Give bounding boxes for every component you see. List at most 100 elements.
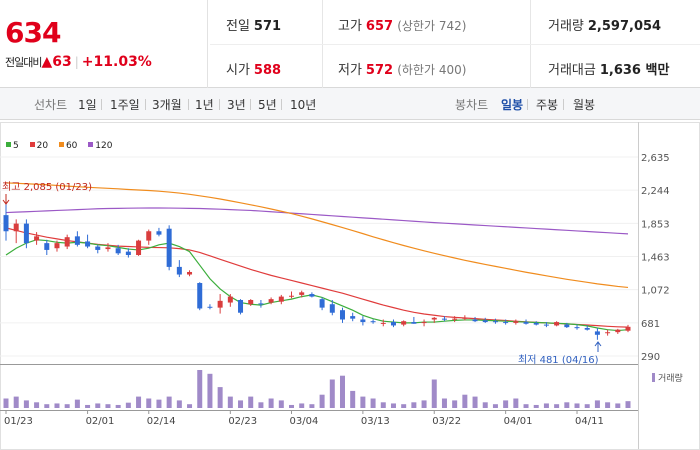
candle-body: [574, 327, 580, 329]
candle-body: [543, 324, 549, 326]
candle-body: [3, 215, 9, 232]
volume-bar: [319, 394, 325, 408]
x-tick-label: 03/13: [361, 416, 390, 427]
volume-bar: [238, 400, 244, 408]
tab-1-week[interactable]: 1주일: [110, 98, 140, 112]
candle-body: [187, 271, 193, 275]
candle-body: [360, 319, 366, 323]
ma120-line: [5, 207, 629, 235]
candle-body: [238, 299, 244, 313]
y-tick-label: 1,463: [641, 252, 670, 263]
candle-body: [492, 321, 498, 323]
candle-body: [105, 247, 111, 250]
candle-body: [207, 306, 213, 308]
legend-ma120: 120: [88, 141, 112, 151]
candle-body: [136, 240, 142, 256]
candle-body: [370, 321, 376, 323]
tab-1-day[interactable]: 1일: [78, 98, 97, 112]
low-arrow-icon: [594, 341, 602, 352]
volume-bar: [278, 400, 284, 408]
x-tick-label: 01/23: [4, 416, 33, 427]
candle-body: [594, 331, 600, 335]
candle-body: [85, 241, 91, 247]
candle-body: [176, 266, 182, 275]
candle-body: [166, 228, 172, 267]
candle-body: [156, 231, 162, 235]
price-change: 전일대비▲63 | +11.03%: [5, 54, 152, 70]
tab-5-years[interactable]: 5년: [258, 98, 277, 112]
candle-body: [278, 296, 284, 302]
candle-body: [115, 248, 121, 254]
candle-body: [44, 243, 50, 250]
volume-bar: [360, 396, 366, 408]
volume-bar: [3, 398, 9, 408]
divider: [210, 44, 700, 45]
candle-body: [462, 317, 468, 319]
candle-body: [482, 320, 488, 323]
volume-bar: [615, 403, 621, 408]
volume-bar: [54, 403, 60, 408]
y-tick-label: 290: [641, 352, 660, 363]
tab-10-years[interactable]: 10년: [290, 98, 317, 112]
volume-bar: [115, 404, 121, 408]
volume-bar: [370, 398, 376, 408]
volume-bar: [289, 404, 295, 408]
volume-bar: [23, 400, 29, 408]
candle-body: [258, 303, 264, 305]
ma20-line: [5, 227, 629, 328]
change-value: 63: [52, 54, 72, 70]
candle-body: [299, 292, 305, 295]
candle-body: [248, 299, 254, 305]
candle-body: [339, 310, 345, 320]
up-arrow-icon: ▲: [41, 54, 53, 70]
volume-bar: [523, 404, 529, 408]
volume-bar: [564, 402, 570, 408]
chart-tabs: 선차트 1일 1주일 3개월 1년 3년 5년 10년 봉차트 일봉 주봉 월봉: [0, 88, 700, 120]
candle-body: [329, 304, 335, 313]
candle-body: [64, 237, 70, 247]
volume-bar: [584, 404, 590, 408]
volume-bar: [390, 403, 396, 408]
prev-close: 전일 571: [226, 19, 282, 34]
candle-body: [554, 322, 560, 326]
line-chart-label: 선차트: [34, 98, 68, 112]
candle-body: [74, 236, 80, 245]
volume-bar: [492, 404, 498, 408]
volume-bar: [605, 402, 611, 408]
candle-body: [533, 322, 539, 325]
tab-daily-candle[interactable]: 일봉: [501, 98, 524, 112]
tab-weekly-candle[interactable]: 주봉: [536, 98, 559, 112]
tab-3-years[interactable]: 3년: [227, 98, 246, 112]
volume-bar: [34, 402, 40, 408]
volume-bar: [441, 398, 447, 408]
volume-bar: [350, 390, 356, 408]
candle-body: [452, 318, 458, 320]
volume-bar: [85, 404, 91, 408]
volume-bar: [543, 403, 549, 408]
volume: 거래량 2,597,054: [548, 19, 662, 34]
volume-bar: [329, 379, 335, 408]
y-tick-label: 2,244: [641, 186, 670, 197]
candle-body: [146, 231, 152, 241]
candle-body: [34, 236, 40, 241]
volume-legend-swatch: [652, 373, 655, 382]
candle-body: [268, 299, 274, 303]
volume-bar: [533, 404, 539, 408]
volume-legend-label: 거래량: [658, 372, 683, 384]
x-tick-label: 02/14: [147, 416, 176, 427]
tab-monthly-candle[interactable]: 월봉: [573, 98, 596, 112]
volume-bar: [95, 403, 101, 408]
volume-bar: [309, 404, 315, 408]
tab-1-year[interactable]: 1년: [195, 98, 214, 112]
tab-3-months[interactable]: 3개월: [152, 98, 182, 112]
volume-bar: [207, 373, 213, 408]
volume-bar: [166, 396, 172, 408]
volume-bar: [380, 402, 386, 408]
low-annotation: 최저 481 (04/16): [518, 355, 599, 366]
candle-body: [584, 327, 590, 330]
volume-bar: [125, 402, 131, 408]
volume-bar: [197, 370, 203, 408]
change-label: 전일대비: [5, 56, 42, 69]
candle-chart-label: 봉차트: [455, 98, 489, 112]
